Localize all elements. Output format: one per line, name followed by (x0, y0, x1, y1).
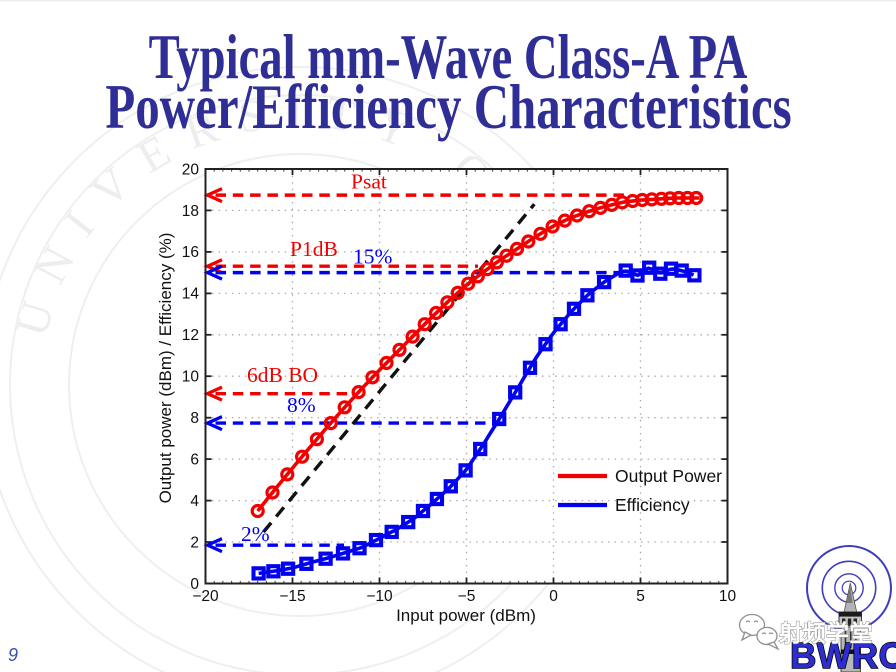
svg-text:Output Power: Output Power (615, 466, 722, 486)
svg-text:10: 10 (182, 369, 200, 386)
svg-text:射频学堂: 射频学堂 (778, 620, 873, 646)
svg-text:2: 2 (190, 534, 199, 551)
svg-text:Input power (dBm): Input power (dBm) (396, 606, 536, 625)
svg-text:−15: −15 (279, 588, 305, 605)
svg-text:18: 18 (182, 203, 199, 220)
svg-text:P1dB: P1dB (290, 237, 338, 261)
svg-text:6: 6 (190, 451, 199, 468)
svg-text:20: 20 (182, 161, 200, 178)
svg-text:10: 10 (719, 588, 737, 605)
svg-text:2%: 2% (241, 522, 270, 546)
svg-text:12: 12 (182, 327, 199, 344)
svg-text:−5: −5 (458, 588, 476, 605)
svg-text:8: 8 (190, 410, 199, 427)
svg-text:0: 0 (190, 576, 199, 593)
svg-text:−10: −10 (366, 588, 393, 605)
svg-text:6dB BO: 6dB BO (247, 363, 318, 387)
svg-text:Psat: Psat (351, 170, 387, 194)
svg-text:Output power (dBm) / Efficienc: Output power (dBm) / Efficiency (%) (156, 233, 175, 504)
svg-text:4: 4 (190, 493, 199, 510)
svg-text:0: 0 (549, 588, 558, 605)
svg-text:8%: 8% (287, 393, 316, 417)
svg-text:14: 14 (182, 286, 200, 303)
svg-text:16: 16 (182, 244, 199, 261)
svg-text:BWRC: BWRC (790, 635, 896, 672)
svg-text:5: 5 (636, 588, 645, 605)
svg-text:15%: 15% (353, 245, 393, 269)
svg-text:−20: −20 (192, 588, 219, 605)
svg-text:Efficiency: Efficiency (615, 495, 690, 515)
